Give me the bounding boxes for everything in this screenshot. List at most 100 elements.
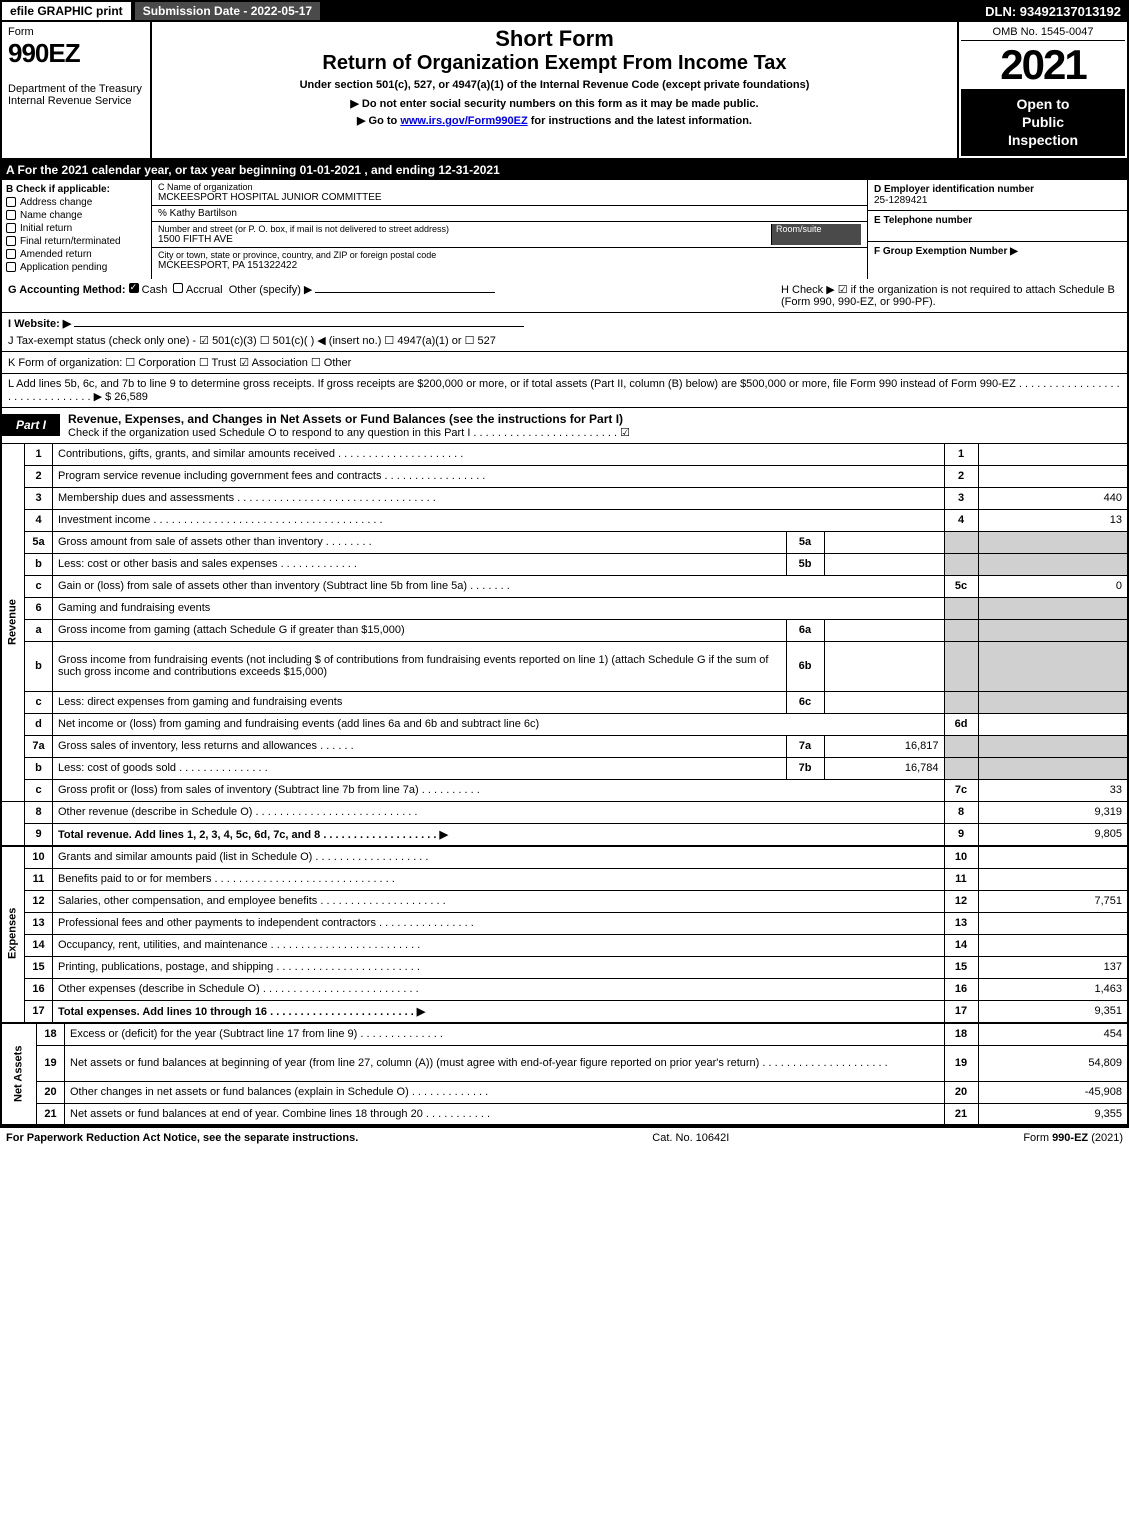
dept-label: Department of the Treasury Internal Reve… <box>8 83 144 107</box>
org-name-label: C Name of organization <box>158 182 861 192</box>
line-g-label: G Accounting Method: <box>8 284 126 296</box>
table-row: Net Assets 18 Excess or (deficit) for th… <box>1 1023 1128 1045</box>
col-c-org-details: C Name of organization MCKEESPORT HOSPIT… <box>152 180 867 279</box>
ein-label: D Employer identification number <box>874 184 1121 195</box>
table-row: 14 Occupancy, rent, utilities, and maint… <box>1 934 1128 956</box>
year-block: OMB No. 1545-0047 2021 Open to Public In… <box>957 22 1127 158</box>
checkbox-cash[interactable] <box>129 283 139 293</box>
checkbox-icon <box>6 210 16 220</box>
col-b-checkboxes: B Check if applicable: Address change Na… <box>2 180 152 279</box>
checkbox-icon <box>6 236 16 246</box>
table-row: 5a Gross amount from sale of assets othe… <box>1 531 1128 553</box>
form-subtitle: Under section 501(c), 527, or 4947(a)(1)… <box>160 79 949 91</box>
form-number: 990EZ <box>8 38 144 69</box>
table-row: 6 Gaming and fundraising events <box>1 597 1128 619</box>
table-row: Revenue 1 Contributions, gifts, grants, … <box>1 443 1128 465</box>
catalog-number: Cat. No. 10642I <box>652 1132 729 1144</box>
page-footer: For Paperwork Reduction Act Notice, see … <box>0 1126 1129 1148</box>
checkbox-icon <box>6 197 16 207</box>
submission-date-button[interactable]: Submission Date - 2022-05-17 <box>133 0 322 22</box>
checkbox-accrual[interactable] <box>173 283 183 293</box>
street-address: 1500 FIFTH AVE <box>158 234 771 245</box>
checkbox-name-change[interactable]: Name change <box>6 210 147 221</box>
table-row: 4 Investment income . . . . . . . . . . … <box>1 509 1128 531</box>
line-k: K Form of organization: ☐ Corporation ☐ … <box>0 352 1129 374</box>
table-row: 21 Net assets or fund balances at end of… <box>1 1103 1128 1125</box>
table-row: 13 Professional fees and other payments … <box>1 912 1128 934</box>
form-title-block: Short Form Return of Organization Exempt… <box>152 22 957 158</box>
short-form-label: Short Form <box>160 26 949 52</box>
line-num: 1 <box>25 443 53 465</box>
table-row: d Net income or (loss) from gaming and f… <box>1 713 1128 735</box>
line-g: G Accounting Method: Cash Accrual Other … <box>8 283 495 308</box>
line-j: J Tax-exempt status (check only one) - ☑… <box>8 334 1121 347</box>
care-of: % Kathy Bartilson <box>158 208 861 219</box>
checkbox-icon <box>6 262 16 272</box>
part-1-title: Revenue, Expenses, and Changes in Net As… <box>68 408 1127 443</box>
tax-year: 2021 <box>961 41 1125 89</box>
checkbox-icon <box>6 249 16 259</box>
checkbox-application-pending[interactable]: Application pending <box>6 262 147 273</box>
accounting-and-schedule-b: G Accounting Method: Cash Accrual Other … <box>0 279 1129 313</box>
netassets-side-label: Net Assets <box>1 1023 37 1125</box>
form-id-block: Form 990EZ Department of the Treasury In… <box>2 22 152 158</box>
option-cash: Cash <box>142 284 168 296</box>
table-row: 12 Salaries, other compensation, and emp… <box>1 890 1128 912</box>
website-and-status: I Website: ▶ J Tax-exempt status (check … <box>0 313 1129 352</box>
table-row: 11 Benefits paid to or for members . . .… <box>1 868 1128 890</box>
expenses-table: Expenses 10 Grants and similar amounts p… <box>0 845 1129 1022</box>
part-1-badge: Part I <box>2 414 60 436</box>
line-value <box>978 443 1128 465</box>
org-info-grid: B Check if applicable: Address change Na… <box>0 180 1129 279</box>
form-label: Form <box>8 26 144 38</box>
omb-number: OMB No. 1545-0047 <box>961 24 1125 41</box>
table-row: a Gross income from gaming (attach Sched… <box>1 619 1128 641</box>
gross-receipts-amount: 26,589 <box>114 391 148 403</box>
website-input[interactable] <box>74 326 524 327</box>
table-row: 20 Other changes in net assets or fund b… <box>1 1081 1128 1103</box>
option-other: Other (specify) ▶ <box>229 284 313 296</box>
part-1-title-text: Revenue, Expenses, and Changes in Net As… <box>68 412 623 426</box>
checkbox-final-return[interactable]: Final return/terminated <box>6 236 147 247</box>
table-row: b Less: cost or other basis and sales ex… <box>1 553 1128 575</box>
section-a-period: A For the 2021 calendar year, or tax yea… <box>0 160 1129 180</box>
line-desc: Contributions, gifts, grants, and simila… <box>53 443 945 465</box>
irs-link[interactable]: www.irs.gov/Form990EZ <box>400 115 527 127</box>
table-row: 8 Other revenue (describe in Schedule O)… <box>1 801 1128 823</box>
inspection-text: Inspection <box>1008 132 1078 148</box>
table-row: b Less: cost of goods sold . . . . . . .… <box>1 757 1128 779</box>
line-label: 1 <box>944 443 978 465</box>
table-row: Expenses 10 Grants and similar amounts p… <box>1 846 1128 868</box>
line-i: I Website: ▶ <box>8 317 1121 330</box>
efile-print-button[interactable]: efile GRAPHIC print <box>0 0 133 22</box>
website-label: I Website: ▶ <box>8 318 71 330</box>
phone-label: E Telephone number <box>874 215 1121 226</box>
table-row: 7a Gross sales of inventory, less return… <box>1 735 1128 757</box>
form-header: Form 990EZ Department of the Treasury In… <box>0 22 1129 160</box>
checkbox-address-change[interactable]: Address change <box>6 197 147 208</box>
checkbox-amended-return[interactable]: Amended return <box>6 249 147 260</box>
line-l: L Add lines 5b, 6c, and 7b to line 9 to … <box>0 374 1129 408</box>
table-row: 15 Printing, publications, postage, and … <box>1 956 1128 978</box>
open-public-badge: Open to Public Inspection <box>961 89 1125 156</box>
top-bar: efile GRAPHIC print Submission Date - 20… <box>0 0 1129 22</box>
table-row: 19 Net assets or fund balances at beginn… <box>1 1045 1128 1081</box>
col-b-label: B Check if applicable: <box>6 184 147 195</box>
checkbox-initial-return[interactable]: Initial return <box>6 223 147 234</box>
checkbox-icon <box>6 223 16 233</box>
table-row: 3 Membership dues and assessments . . . … <box>1 487 1128 509</box>
part-1-header: Part I Revenue, Expenses, and Changes in… <box>0 408 1129 443</box>
table-row: b Gross income from fundraising events (… <box>1 641 1128 691</box>
revenue-table: Revenue 1 Contributions, gifts, grants, … <box>0 443 1129 846</box>
other-specify-input[interactable] <box>315 292 495 293</box>
netassets-table: Net Assets 18 Excess or (deficit) for th… <box>0 1022 1129 1126</box>
table-row: 9 Total revenue. Add lines 1, 2, 3, 4, 5… <box>1 823 1128 845</box>
table-row: c Less: direct expenses from gaming and … <box>1 691 1128 713</box>
city-state-zip: MCKEESPORT, PA 151322422 <box>158 260 861 271</box>
ssn-warning: ▶ Do not enter social security numbers o… <box>160 97 949 110</box>
table-row: 2 Program service revenue including gove… <box>1 465 1128 487</box>
col-d-identifiers: D Employer identification number 25-1289… <box>867 180 1127 279</box>
expenses-side-label: Expenses <box>1 846 25 1022</box>
table-row: c Gross profit or (loss) from sales of i… <box>1 779 1128 801</box>
dln-label: DLN: 93492137013192 <box>977 2 1129 21</box>
